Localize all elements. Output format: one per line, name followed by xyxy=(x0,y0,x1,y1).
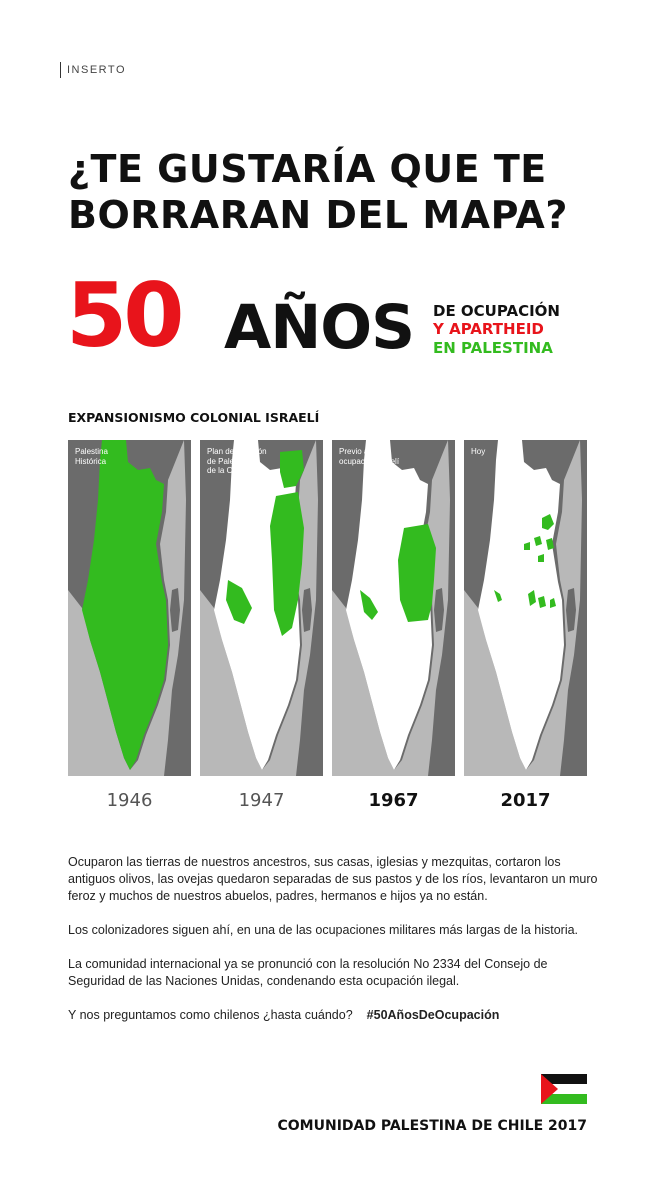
headline-line-2: BORRARAN DEL MAPA? xyxy=(68,193,568,237)
year-label-2017: 2017 xyxy=(500,790,551,811)
banner-word: AÑOS xyxy=(224,292,415,363)
maps-section-title: EXPANSIONISMO COLONIAL ISRAELÍ xyxy=(68,410,320,425)
galilee-area xyxy=(280,450,304,488)
map-1967 xyxy=(332,440,455,776)
fragmented-enclaves xyxy=(494,514,556,608)
panel-caption-1946: Palestina Histórica xyxy=(75,447,108,466)
map-panel-1967: Previo a la ocupación israelí xyxy=(332,440,455,776)
closing-question: Y nos preguntamos como chilenos ¿hasta c… xyxy=(68,1008,353,1022)
dead-sea xyxy=(170,588,180,632)
footer-signature: COMUNIDAD PALESTINA DE CHILE 2017 xyxy=(277,1118,588,1134)
body-paragraph-1: Ocuparon las tierras de nuestros ancestr… xyxy=(68,855,598,903)
headline: ¿TE GUSTARÍA QUE TE BORRARAN DEL MAPA? xyxy=(68,146,608,238)
body-paragraph-4: Y nos preguntamos como chilenos ¿hasta c… xyxy=(68,1007,598,1024)
headline-line-1: ¿TE GUSTARÍA QUE TE xyxy=(68,147,547,191)
west-bank-area xyxy=(270,492,304,636)
banner-line-occupation: DE OCUPACIÓN xyxy=(433,302,560,320)
year-label-1946: 1946 xyxy=(106,790,153,811)
map-panel-1947: Plan de partición de Palestina de la ONU xyxy=(200,440,323,776)
section-label: INSERTO xyxy=(60,62,126,78)
panel-caption-1967: Previo a la ocupación israelí xyxy=(339,447,400,466)
banner-line-apartheid: Y APARTHEID xyxy=(433,320,544,338)
palestine-flag-icon xyxy=(541,1074,587,1104)
body-paragraph-3: La comunidad internacional ya se pronunc… xyxy=(68,957,548,988)
map-panel-1946: Palestina Histórica xyxy=(68,440,191,776)
hashtag: #50AñosDeOcupación xyxy=(366,1008,500,1022)
neighbor-land-east xyxy=(68,440,191,776)
map-1947 xyxy=(200,440,323,776)
year-label-1967: 1967 xyxy=(368,790,419,811)
body-paragraph-2: Los colonizadores siguen ahí, en una de … xyxy=(68,923,579,937)
map-panel-2017: Hoy xyxy=(464,440,587,776)
map-2017 xyxy=(464,440,587,776)
map-1946 xyxy=(68,440,191,776)
west-bank-1967 xyxy=(398,524,436,622)
palestine-territory xyxy=(82,440,168,770)
panel-caption-1947: Plan de partición de Palestina de la ONU xyxy=(207,447,267,475)
gaza-area xyxy=(226,580,252,624)
gaza-strip-1967 xyxy=(360,590,378,620)
banner-line-palestine: EN PALESTINA xyxy=(433,339,553,357)
panel-caption-2017: Hoy xyxy=(471,447,486,456)
banner-number: 50 xyxy=(66,264,184,367)
year-label-1947: 1947 xyxy=(238,790,285,811)
